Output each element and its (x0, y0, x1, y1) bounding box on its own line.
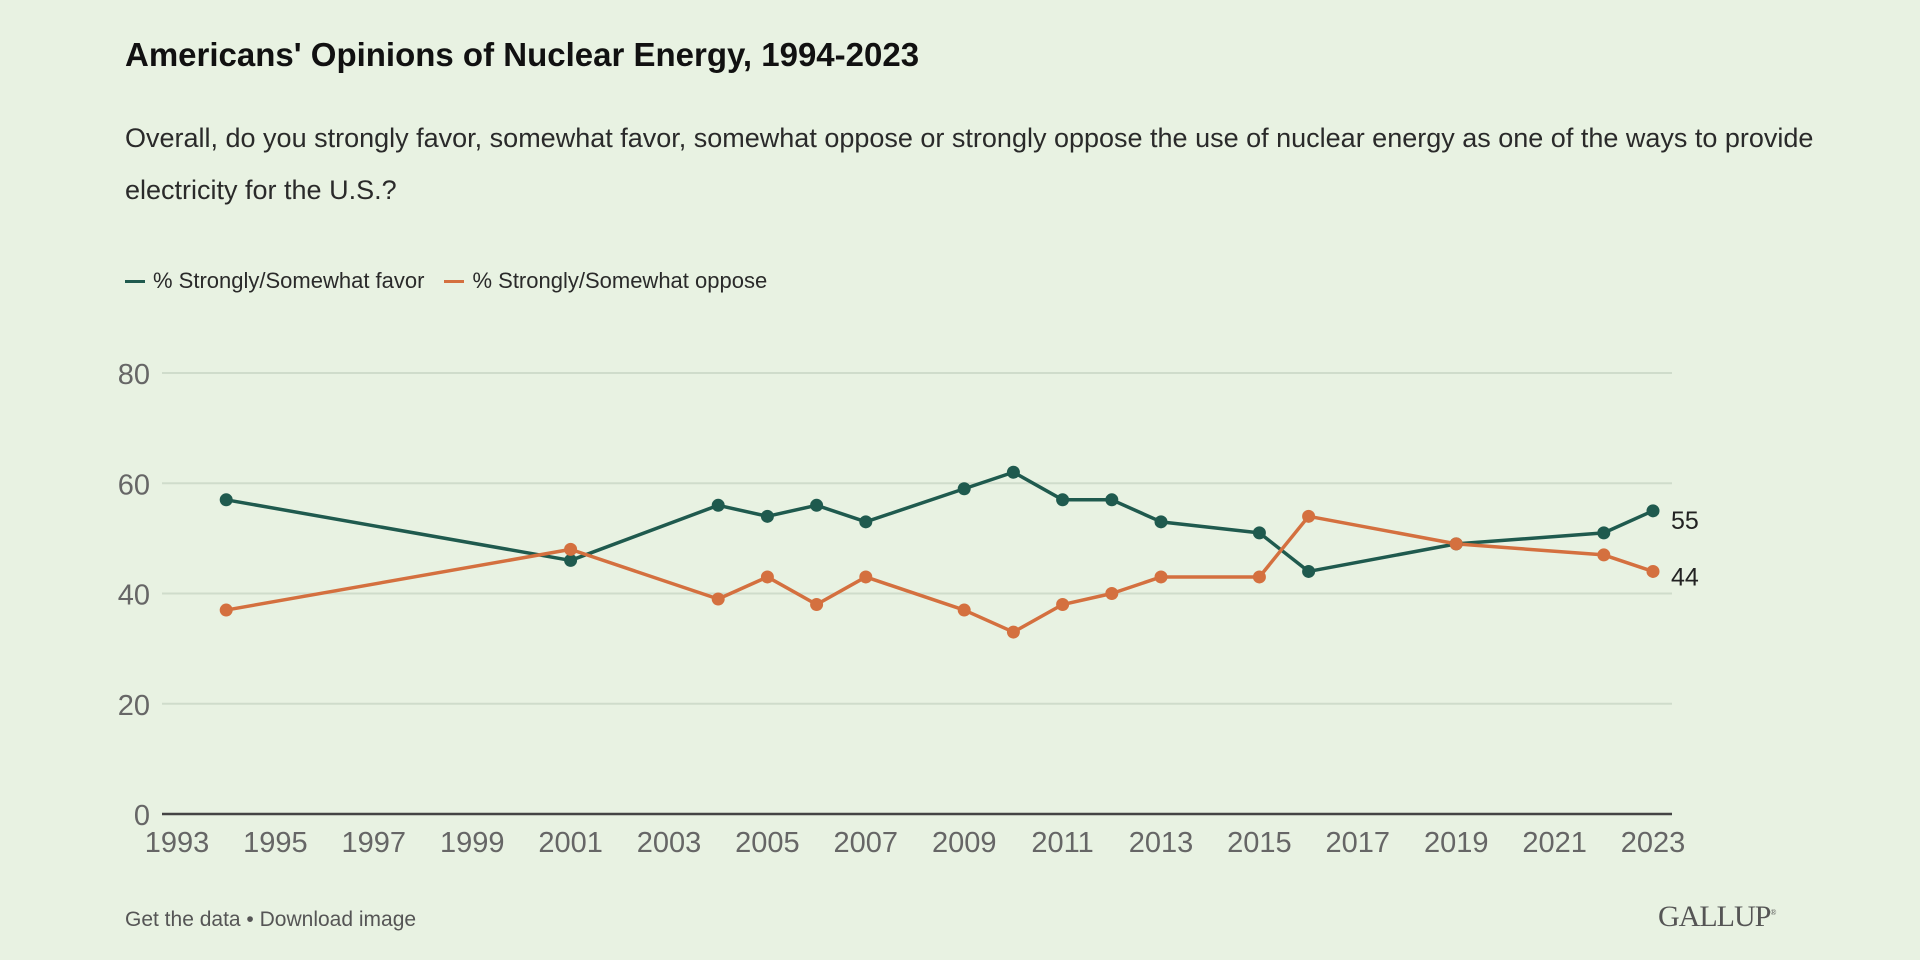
y-tick-label: 80 (118, 359, 150, 391)
legend-swatch-favor (125, 279, 145, 283)
data-point-favor (957, 482, 971, 496)
data-point-oppose (1154, 570, 1168, 584)
data-point-favor (1006, 465, 1020, 479)
data-point-favor (1302, 564, 1316, 578)
data-point-oppose (711, 592, 725, 606)
legend-item-favor: % Strongly/Somewhat favor (125, 268, 424, 294)
x-tick-label: 2001 (538, 827, 603, 859)
data-point-oppose (1646, 564, 1660, 578)
data-point-oppose (1449, 537, 1463, 551)
x-tick-label: 1997 (342, 827, 407, 859)
data-point-favor (1252, 526, 1266, 540)
x-tick-label: 2007 (834, 827, 899, 859)
data-point-favor (1105, 493, 1119, 507)
data-point-oppose (1597, 548, 1611, 562)
end-label-oppose: 44 (1671, 563, 1699, 591)
x-tick-label: 2009 (932, 827, 997, 859)
data-point-favor (760, 509, 774, 523)
x-tick-label: 2005 (735, 827, 800, 859)
legend-label-oppose: % Strongly/Somewhat oppose (472, 268, 768, 293)
data-point-oppose (1056, 598, 1070, 612)
footer: Get the data • Download image (125, 908, 416, 932)
data-point-favor (1597, 526, 1611, 540)
data-point-oppose (219, 603, 233, 617)
data-point-oppose (1252, 570, 1266, 584)
x-tick-label: 2021 (1522, 827, 1587, 859)
download-image-link[interactable]: Download image (259, 908, 417, 931)
data-point-favor (219, 493, 233, 507)
x-tick-label: 2019 (1424, 827, 1489, 859)
x-tick-label: 2013 (1129, 827, 1194, 859)
end-label-favor: 55 (1671, 507, 1699, 535)
data-point-favor (859, 515, 873, 529)
x-tick-label: 2011 (1031, 827, 1093, 859)
data-point-oppose (1302, 509, 1316, 523)
data-point-favor (564, 553, 578, 567)
x-tick-label: 1995 (243, 827, 308, 859)
y-tick-label: 40 (118, 580, 150, 612)
data-point-favor (1154, 515, 1168, 529)
legend-item-oppose: % Strongly/Somewhat oppose (444, 268, 767, 294)
y-tick-label: 60 (118, 469, 150, 501)
x-tick-label: 2023 (1621, 827, 1686, 859)
x-tick-label: 1999 (440, 827, 505, 859)
data-point-oppose (760, 570, 774, 584)
chart-subtitle: Overall, do you strongly favor, somewhat… (125, 123, 1814, 205)
data-point-oppose (1006, 625, 1020, 639)
gallup-logo: GALLUP® (1658, 900, 1776, 933)
data-point-favor (711, 498, 725, 512)
chart-title: Americans' Opinions of Nuclear Energy, 1… (125, 36, 920, 73)
x-tick-label: 1993 (145, 827, 210, 859)
legend-label-favor: % Strongly/Somewhat favor (153, 268, 425, 293)
footer-separator: • (240, 908, 260, 931)
data-point-oppose (1105, 587, 1119, 600)
x-tick-label: 2003 (637, 827, 702, 859)
series-line-favor (225, 470, 1654, 574)
data-point-favor (1646, 504, 1660, 518)
get-data-link[interactable]: Get the data (125, 908, 241, 931)
legend: % Strongly/Somewhat favor % Strongly/Som… (125, 268, 767, 294)
y-tick-label: 0 (134, 800, 150, 832)
series-line-oppose (225, 514, 1654, 634)
data-point-oppose (957, 603, 971, 617)
legend-swatch-oppose (444, 279, 465, 283)
x-tick-label: 2015 (1227, 827, 1292, 859)
data-point-oppose (564, 542, 578, 556)
x-tick-label: 2017 (1326, 827, 1391, 859)
data-point-oppose (810, 598, 824, 612)
y-tick-label: 20 (118, 690, 150, 722)
data-point-oppose (859, 570, 873, 584)
data-point-favor (810, 498, 824, 512)
data-point-favor (1056, 493, 1070, 507)
